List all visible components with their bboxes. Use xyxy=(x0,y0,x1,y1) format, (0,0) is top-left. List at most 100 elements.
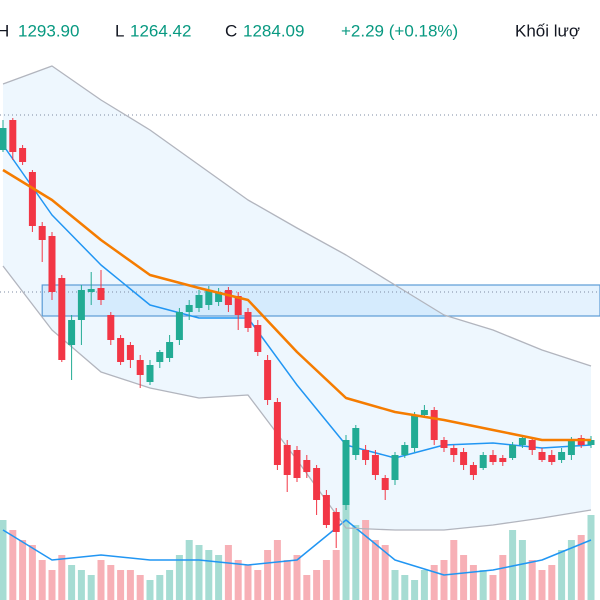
volume-bar xyxy=(87,575,95,600)
volume-bar xyxy=(518,540,526,600)
candle-body xyxy=(587,440,595,445)
volume-bar xyxy=(136,575,144,600)
volume-bar xyxy=(117,570,125,600)
volume-bar xyxy=(509,530,517,600)
volume-bar xyxy=(460,555,468,600)
ma-line xyxy=(2,168,591,442)
volume-bar xyxy=(479,570,487,600)
volume-bar xyxy=(430,565,438,600)
candle-body xyxy=(411,415,419,448)
candle-body xyxy=(283,445,291,475)
candle-body xyxy=(244,312,252,328)
candle-body xyxy=(509,445,517,458)
candle-body xyxy=(567,440,575,455)
candle-body xyxy=(548,455,556,462)
volume-bar xyxy=(264,550,272,600)
candle-body xyxy=(303,460,311,472)
candle-body xyxy=(224,290,232,305)
candle-body xyxy=(107,315,115,340)
volume-bar xyxy=(342,500,350,600)
volume-bar xyxy=(273,540,281,600)
volume-bar xyxy=(558,550,566,600)
volume-bar xyxy=(215,555,223,600)
volume-bar xyxy=(68,565,76,600)
header-label: Khối lượ xyxy=(515,21,580,40)
candle-body xyxy=(381,478,389,490)
volume-bar xyxy=(313,570,321,600)
candle-body xyxy=(342,440,350,505)
header-label: H xyxy=(0,21,9,40)
candle-body xyxy=(195,295,203,308)
candle-body xyxy=(528,440,536,450)
volume-bar xyxy=(567,540,575,600)
candle-body xyxy=(352,428,360,455)
header-value: +2.29 (+0.18%) xyxy=(341,21,458,40)
volume-bar xyxy=(224,545,232,600)
header-value: 1293.90 xyxy=(18,21,79,40)
header-label: L xyxy=(115,21,124,40)
volume-bar xyxy=(77,570,85,600)
volume-bar xyxy=(362,520,370,600)
candle-body xyxy=(146,365,154,382)
volume-bar xyxy=(234,560,242,600)
candle-body xyxy=(19,148,27,162)
candle-body xyxy=(499,458,507,462)
candle-body xyxy=(450,448,458,455)
volume-bar xyxy=(587,515,595,600)
candle-body xyxy=(68,320,76,345)
candle-body xyxy=(440,440,448,448)
volume-bar xyxy=(401,575,409,600)
candle-body xyxy=(469,465,477,475)
volume-bar xyxy=(0,520,7,600)
volume-bar xyxy=(322,560,330,600)
candle-body xyxy=(332,512,340,532)
zone xyxy=(41,284,600,317)
volume-bar xyxy=(548,565,556,600)
basis-line xyxy=(2,144,592,459)
volume-bar xyxy=(420,570,428,600)
volume-bar xyxy=(9,530,17,600)
volume-bar xyxy=(450,540,458,600)
candle-body xyxy=(558,452,566,460)
volume-bar xyxy=(469,565,477,600)
volume-bar xyxy=(97,560,105,600)
volume-bar xyxy=(499,555,507,600)
candle-body xyxy=(577,438,585,445)
volume-bar xyxy=(528,560,536,600)
candle-body xyxy=(166,342,174,358)
header-value: 1284.09 xyxy=(243,21,304,40)
candle-body xyxy=(38,226,46,240)
candle-body xyxy=(48,236,56,292)
volume-bar xyxy=(156,575,164,600)
candle-body xyxy=(254,325,262,352)
candle-body xyxy=(136,360,144,375)
upper-band xyxy=(2,65,592,367)
candle-body xyxy=(518,438,526,445)
header-value: 1264.42 xyxy=(130,21,191,40)
volume-bar xyxy=(332,550,340,600)
volume-bar xyxy=(391,570,399,600)
candle-body xyxy=(126,345,134,360)
volume-bar xyxy=(175,555,183,600)
candle-body xyxy=(87,289,95,292)
band-fill xyxy=(3,66,591,530)
volume-bar xyxy=(440,560,448,600)
candle-body xyxy=(185,305,193,312)
candle-body xyxy=(175,312,183,340)
candle-body xyxy=(371,455,379,475)
candle-body xyxy=(28,172,36,226)
volume-bar xyxy=(283,560,291,600)
candle-body xyxy=(538,452,546,460)
volume-bar xyxy=(381,545,389,600)
volume-bar xyxy=(48,570,56,600)
volume-bar xyxy=(538,570,546,600)
volume-bar xyxy=(489,575,497,600)
candle-body xyxy=(460,452,468,465)
volume-bar xyxy=(107,565,115,600)
candle-body xyxy=(322,495,330,525)
candle-body xyxy=(430,410,438,440)
volume-bar xyxy=(38,560,46,600)
volume-bar xyxy=(126,570,134,600)
volume-bar xyxy=(254,570,262,600)
candle-body xyxy=(489,455,497,462)
